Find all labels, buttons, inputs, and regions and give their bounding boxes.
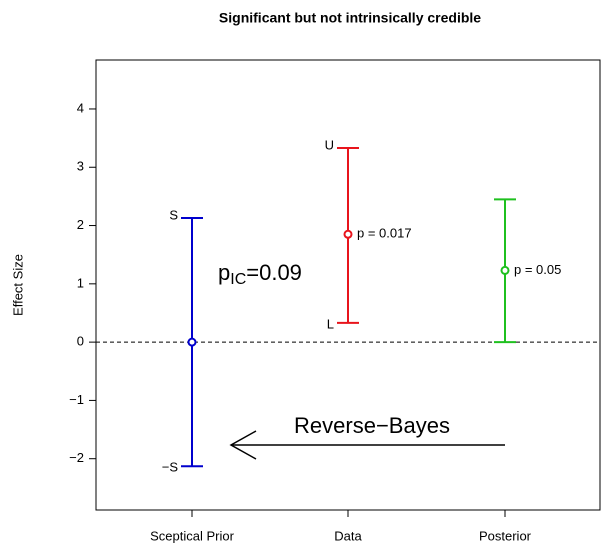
- y-tick-label: 1: [77, 275, 84, 290]
- y-tick-label: −1: [69, 392, 84, 407]
- pic-main: p: [218, 260, 230, 285]
- x-tick-label: Data: [334, 528, 362, 543]
- point: [500, 265, 510, 275]
- point: [187, 337, 197, 347]
- pic-subscript: IC: [230, 271, 246, 288]
- arrow-label: Reverse−Bayes: [294, 413, 450, 438]
- point-label: p = 0.017: [357, 226, 412, 241]
- y-tick-label: 2: [77, 217, 84, 232]
- y-tick-label: −2: [69, 450, 84, 465]
- x-tick-label: Posterior: [479, 528, 532, 543]
- y-tick-label: 0: [77, 334, 84, 349]
- chart-title: Significant but not intrinsically credib…: [219, 10, 481, 26]
- upper-label: U: [325, 137, 334, 152]
- x-tick-label: Sceptical Prior: [150, 528, 234, 543]
- lower-label: −S: [162, 460, 179, 475]
- point-label: p = 0.05: [514, 262, 561, 277]
- pic-annotation: pIC=0.09: [218, 260, 302, 288]
- pic-suffix: =0.09: [246, 260, 302, 285]
- lower-label: L: [327, 316, 334, 331]
- y-tick-label: 3: [77, 159, 84, 174]
- upper-label: S: [169, 207, 178, 222]
- point: [343, 229, 353, 239]
- y-axis-label: Effect Size: [10, 254, 25, 316]
- arrow-head: [229, 430, 257, 460]
- y-tick-label: 4: [77, 100, 84, 115]
